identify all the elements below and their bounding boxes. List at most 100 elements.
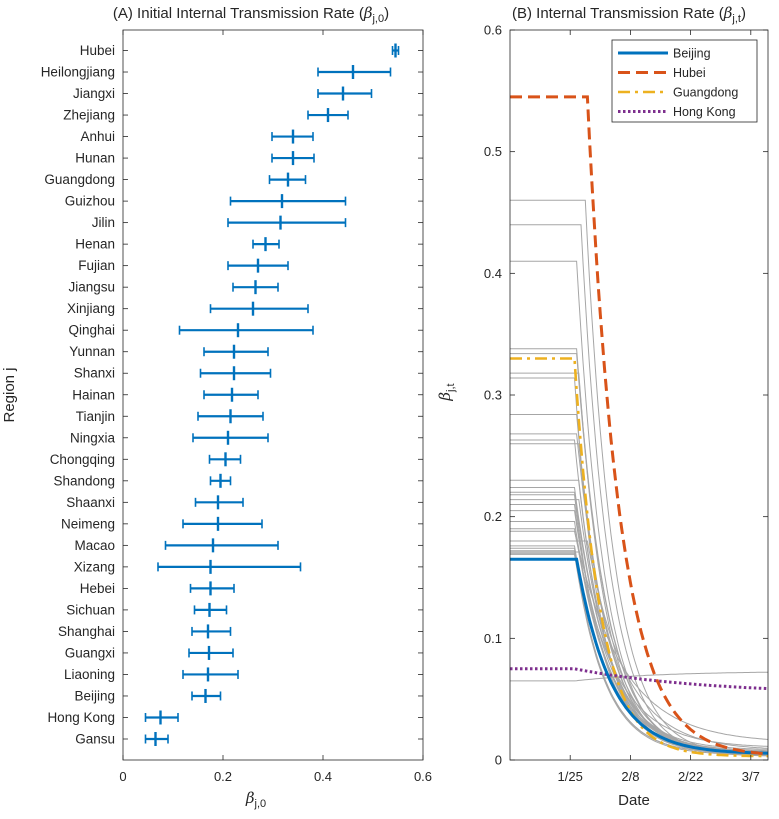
region-label: Jiangxi (73, 86, 115, 101)
y-tick-label: 0 (495, 753, 502, 768)
error-bar-macao (164, 538, 279, 553)
region-label: Heilongjiang (41, 65, 115, 80)
region-label: Beijing (74, 688, 115, 703)
x-tick-label: 2/8 (621, 769, 639, 784)
y-tick-label: 0.3 (484, 388, 502, 403)
region-label: Neimeng (61, 516, 115, 531)
error-bar-henan (252, 237, 280, 252)
panel-a-x-label: βj,0 (245, 789, 266, 810)
region-label: Qinghai (68, 323, 115, 338)
region-curve-18 (510, 521, 768, 752)
x-tick-label: 0.2 (214, 769, 232, 784)
curve-guangdong (510, 357, 768, 758)
error-bar-shanghai (191, 624, 232, 639)
region-label: Liaoning (64, 667, 115, 682)
panel-a-x-ticks: 0 0.2 0.4 0.6 (119, 30, 432, 784)
panel-b-x-ticks: 1/25 2/8 2/22 3/7 (558, 30, 760, 784)
y-tick-label: 0.6 (484, 23, 502, 38)
y-tick-label: 0.5 (484, 144, 502, 159)
region-curve-14 (510, 494, 768, 754)
error-bar-liaoning (182, 667, 239, 682)
panel-b-title: (B) Internal Transmission Rate (βj,t) (512, 4, 746, 25)
x-tick-label: 0 (119, 769, 126, 784)
region-label: Yunnan (69, 344, 115, 359)
y-tick-label: 0.2 (484, 509, 502, 524)
region-label: Zhejiang (63, 108, 115, 123)
x-tick-label: 3/7 (742, 769, 760, 784)
error-bar-xizang (157, 559, 302, 574)
panel-a-title: (A) Initial Internal Transmission Rate (… (113, 4, 389, 25)
region-label: Shanghai (58, 624, 115, 639)
region-label: Ningxia (70, 430, 116, 445)
panel-b-plot-area (510, 95, 768, 758)
region-label: Shandong (53, 473, 115, 488)
region-label: Guizhou (65, 194, 115, 209)
region-label: Xinjiang (67, 301, 115, 316)
region-label: Tianjin (76, 409, 115, 424)
error-bar-shanxi (199, 366, 272, 381)
error-bar-anhui (271, 129, 314, 144)
region-label: Hunan (75, 151, 115, 166)
curve-hubei (510, 95, 768, 756)
panel-b-legend: Beijing Hubei Guangdong Hong Kong (611, 39, 758, 123)
panel-b-axes-box (509, 29, 769, 761)
region-curve-5 (510, 372, 768, 756)
error-bar-guizhou (229, 194, 347, 209)
curve-hong-kong (510, 667, 768, 691)
y-tick-label: 0.1 (484, 631, 502, 646)
panel-b-x-label: Date (618, 792, 650, 809)
region-label: Shanxi (74, 366, 115, 381)
region-curve-20 (510, 530, 768, 740)
error-bar-hebei (189, 581, 235, 596)
region-label: Macao (74, 538, 115, 553)
panel-b: (B) Internal Transmission Rate (βj,t) 00… (436, 4, 769, 809)
error-bar-guangdong (268, 172, 307, 187)
region-label: Jiangsu (68, 280, 115, 295)
error-bar-hunan (271, 151, 315, 166)
region-label: Shaanxi (66, 495, 115, 510)
x-tick-label: 1/25 (558, 769, 583, 784)
region-label: Xizang (74, 559, 115, 574)
region-label: Hubei (80, 43, 115, 58)
region-label: Fujian (78, 258, 115, 273)
error-bar-ningxia (192, 430, 269, 445)
error-bar-chongqing (208, 452, 242, 467)
error-bar-hong-kong (144, 710, 179, 725)
error-bar-hainan (203, 387, 259, 402)
x-tick-label: 2/22 (678, 769, 703, 784)
error-bar-sichuan (193, 602, 228, 617)
region-curve-17 (510, 510, 768, 750)
error-bar-jiangsu (232, 280, 279, 295)
region-label: Chongqing (50, 452, 115, 467)
legend-label-guangdong: Guangdong (673, 86, 738, 100)
error-bar-fujian (227, 258, 289, 273)
region-label: Jilin (92, 215, 115, 230)
legend-label-beijing: Beijing (673, 47, 711, 61)
legend-label-hubei: Hubei (673, 66, 706, 80)
error-bar-xinjiang (209, 301, 309, 316)
region-label: Gansu (75, 732, 115, 747)
region-curve-25 (510, 552, 768, 756)
region-curve-27 (510, 553, 768, 753)
region-curve-21 (510, 540, 768, 749)
error-bar-shaanxi (194, 495, 244, 510)
y-tick-label: 0.4 (484, 266, 502, 281)
panel-b-y-ticks: 0 0.1 0.2 0.3 0.4 0.5 0.6 (484, 23, 768, 768)
region-label: Anhui (80, 129, 115, 144)
region-curve-19 (510, 528, 768, 747)
region-curve-0 (510, 199, 768, 755)
error-bar-jiangxi (317, 86, 373, 101)
legend-label-hong-kong: Hong Kong (673, 105, 736, 119)
panel-a-axes-box (122, 29, 424, 761)
panel-a-error-bars (144, 43, 400, 746)
error-bar-qinghai (178, 323, 314, 338)
error-bar-jilin (227, 215, 347, 230)
x-tick-label: 0.4 (314, 769, 332, 784)
error-bar-tianjin (197, 409, 264, 424)
region-label: Henan (75, 237, 115, 252)
error-bar-guangxi (188, 645, 234, 660)
error-bar-beijing (191, 688, 222, 703)
region-curve-2 (510, 260, 768, 757)
region-label: Hebei (80, 581, 115, 596)
